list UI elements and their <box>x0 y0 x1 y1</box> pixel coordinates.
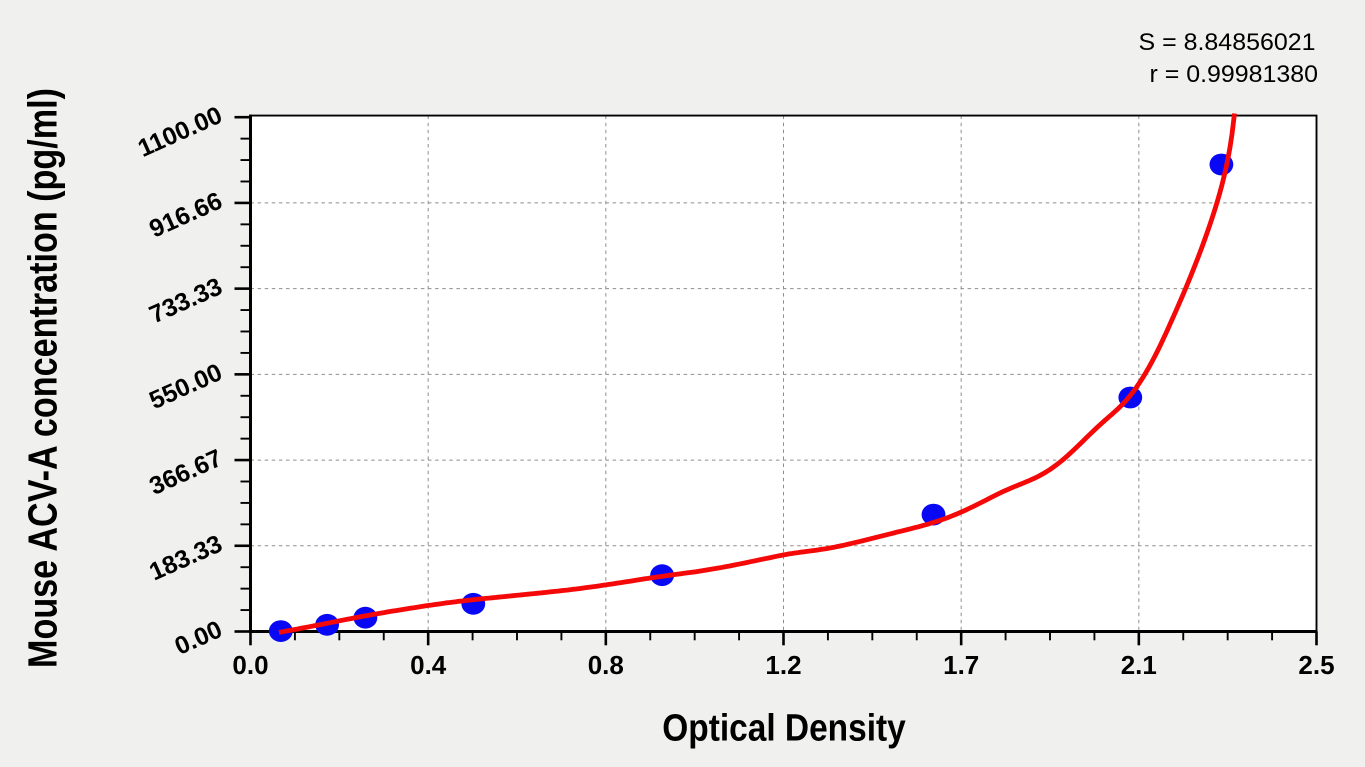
svg-text:1.2: 1.2 <box>765 650 801 680</box>
svg-text:2.1: 2.1 <box>1121 650 1157 680</box>
svg-text:2.5: 2.5 <box>1298 650 1334 680</box>
svg-text:Mouse ACV-A concentration (pg/: Mouse ACV-A concentration (pg/ml) <box>20 88 66 668</box>
svg-text:Optical Density: Optical Density <box>662 708 906 750</box>
svg-text:0.0: 0.0 <box>232 650 268 680</box>
svg-text:1.7: 1.7 <box>943 650 979 680</box>
svg-text:0.8: 0.8 <box>588 650 624 680</box>
svg-text:0.4: 0.4 <box>410 650 447 680</box>
svg-text:r = 0.99981380: r = 0.99981380 <box>1150 61 1319 88</box>
svg-text:S = 8.84856021: S = 8.84856021 <box>1139 29 1316 56</box>
